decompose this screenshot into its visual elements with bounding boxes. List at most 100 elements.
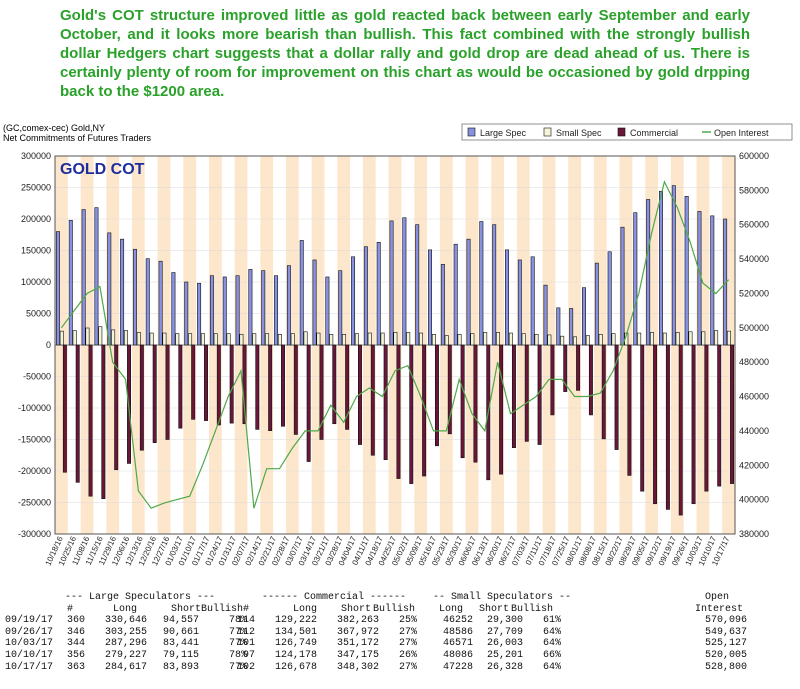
small-spec-bar	[72, 330, 77, 346]
table-cell: 48586	[442, 626, 473, 638]
large-spec-bar	[363, 246, 368, 346]
small-spec-bar	[329, 333, 334, 346]
large-spec-bar	[710, 215, 715, 346]
commercial-bar	[88, 344, 93, 497]
left-axis-tick-label: 250000	[21, 183, 51, 193]
large-spec-bar	[556, 307, 561, 346]
commercial-bar	[588, 344, 593, 416]
column-header: Bullish	[373, 603, 416, 615]
right-axis-tick-label: 380000	[739, 529, 769, 539]
table-row: 09/26/17 346 303,255 90,661 77% 112 134,501 367…	[5, 627, 800, 639]
column-header: #	[67, 603, 74, 615]
commercial-bar	[306, 344, 311, 462]
small-spec-bar	[239, 333, 244, 346]
commercial-bar	[62, 344, 67, 473]
small-spec-bar	[521, 333, 526, 346]
commercial-group-header: ------ Commercial ------	[262, 592, 407, 603]
large-spec-bar	[94, 207, 99, 346]
table-cell: 287,296	[104, 638, 147, 650]
commercial-bar	[653, 344, 658, 505]
small-spec-bar	[354, 333, 359, 346]
small-spec-bar	[727, 330, 731, 346]
large-spec-bar	[594, 262, 599, 346]
commercial-bar	[563, 344, 568, 392]
small-spec-bar	[547, 334, 552, 346]
small-spec-bar	[650, 332, 654, 346]
small-spec-bar	[508, 332, 513, 346]
table-cell: 284,617	[104, 661, 147, 673]
table-cell: 47228	[442, 661, 473, 673]
table-cell: 134,501	[274, 626, 317, 638]
small-spec-bar	[175, 333, 180, 346]
small-spec-bar	[688, 331, 693, 346]
small-spec-bar	[393, 332, 398, 346]
commercial-bar	[396, 344, 401, 479]
large-spec-bar	[68, 219, 73, 346]
large-spec-bar	[209, 275, 214, 346]
column-header: Bullish	[511, 603, 554, 615]
small-spec-bar	[611, 333, 616, 346]
large-spec-bar	[415, 224, 420, 346]
commercial-bar	[499, 344, 504, 475]
small-spec-bar	[560, 335, 565, 346]
large-spec-bar	[659, 190, 663, 346]
small-spec-bar	[200, 333, 205, 346]
large-spec-bar	[235, 275, 240, 346]
commercial-bar	[640, 344, 645, 492]
cot-data-table: --- Large Speculators --- ------ Commerc…	[5, 592, 800, 673]
commercial-bar	[152, 344, 157, 443]
commercial-bar	[370, 344, 375, 456]
commercial-bar	[434, 344, 439, 447]
table-cell: 367,972	[336, 626, 379, 638]
table-cell: 77%	[228, 661, 247, 673]
left-axis-tick-label: -250000	[18, 498, 51, 508]
table-row: 09/19/17 360 330,646 94,557 78% 114 129,222 382…	[5, 615, 800, 627]
small-spec-bar	[637, 332, 642, 346]
small-spec-bar	[277, 333, 282, 346]
large-spec-bar	[402, 217, 407, 346]
large-spec-bar	[338, 270, 343, 346]
table-cell: 26%	[398, 649, 417, 661]
column-header: Short	[479, 603, 510, 615]
table-cell: 64%	[542, 638, 561, 650]
large-spec-bar	[55, 231, 60, 346]
table-cell: 48086	[442, 649, 473, 661]
right-axis-tick-label: 500000	[739, 323, 769, 333]
chart-subtitle: (GC,comex-cec) Gold,NY Net Commitments o…	[3, 123, 151, 143]
table-cell: 64%	[542, 626, 561, 638]
table-cell: 124,178	[274, 649, 317, 661]
table-cell: 66%	[542, 649, 561, 661]
table-cell: 351,172	[336, 638, 379, 650]
small-spec-bar	[111, 329, 116, 346]
commercial-bar	[691, 344, 696, 505]
commercial-bar	[165, 344, 170, 440]
table-cell: 114	[236, 615, 255, 627]
cot-chart: 300000 250000 200000 150000 100000 50000 0 -500…	[0, 118, 800, 572]
commercial-bar	[678, 344, 683, 516]
small-spec-bar	[701, 331, 706, 346]
commercial-bar	[293, 344, 298, 435]
small-spec-bar	[123, 330, 128, 346]
table-cell: 27%	[398, 638, 417, 650]
small-spec-bar	[431, 333, 436, 346]
column-header: #	[243, 603, 250, 615]
table-cell: 528,800	[704, 661, 747, 673]
table-cell: 129,222	[274, 615, 317, 627]
left-axis-tick-label: 300000	[21, 151, 51, 161]
commercial-bar	[191, 344, 196, 420]
small-spec-bar	[406, 332, 411, 346]
large-spec-bar	[479, 221, 484, 346]
table-cell: 303,255	[104, 626, 147, 638]
large-spec-bar	[132, 248, 137, 346]
table-cell: 344	[66, 638, 85, 650]
large-spec-group-header: --- Large Speculators ---	[65, 592, 216, 603]
large-spec-bar	[453, 243, 458, 346]
commercial-bar	[460, 344, 465, 459]
headline-text: Gold's COT structure improved little as …	[60, 7, 750, 100]
left-axis-tick-label: -100000	[18, 403, 51, 413]
left-axis-tick-label: -50000	[23, 372, 51, 382]
right-axis-tick-label: 440000	[739, 426, 769, 436]
table-cell: 549,637	[704, 626, 747, 638]
table-cell: 64%	[542, 661, 561, 673]
table-cell: 77%	[228, 626, 247, 638]
